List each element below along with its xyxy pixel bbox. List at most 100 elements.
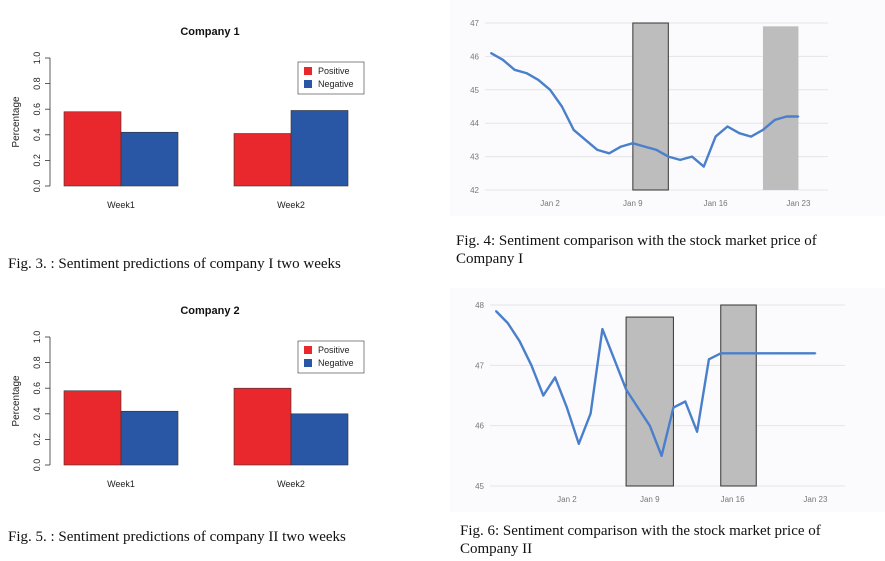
price-point: [773, 118, 776, 121]
price-point: [667, 155, 670, 158]
price-point: [495, 310, 497, 312]
legend-label-negative: Negative: [318, 79, 354, 89]
price-point: [518, 340, 521, 343]
x-tick-label: Jan 23: [786, 199, 811, 208]
price-point: [726, 125, 729, 128]
y-tick-label: 0.8: [32, 77, 42, 90]
highlight-region-2: [720, 304, 757, 487]
price-point: [637, 406, 639, 409]
price-point: [613, 358, 616, 361]
price-point: [719, 352, 722, 355]
price-point: [743, 352, 746, 355]
y-tick-label: 0.6: [32, 103, 42, 116]
price-point: [596, 149, 599, 151]
price-point: [501, 58, 504, 61]
price-point: [679, 159, 682, 161]
y-axis-label: Percentage: [11, 96, 22, 148]
y-tick-label: 45: [475, 482, 484, 491]
price-point: [779, 352, 781, 355]
price-point: [643, 145, 646, 148]
y-tick-label: 44: [470, 119, 479, 128]
x-tick-label: Week1: [107, 479, 135, 489]
price-point: [684, 400, 687, 403]
price-point: [490, 52, 492, 54]
price-point: [631, 142, 634, 145]
x-tick-label: Week1: [107, 200, 135, 210]
legend-label-positive: Positive: [318, 66, 350, 76]
y-axis-label: Percentage: [11, 375, 22, 427]
y-tick-label: 0.2: [32, 154, 42, 167]
legend-swatch-negative: [304, 80, 312, 88]
legend-box: [297, 61, 365, 95]
y-tick-label: 42: [470, 186, 479, 195]
price-point: [601, 328, 604, 331]
caption-fig6: Fig. 6: Sentiment comparison with the st…: [460, 523, 821, 557]
chart-title: Company 2: [180, 305, 239, 317]
price-point: [672, 406, 675, 409]
price-point: [738, 132, 741, 135]
price-point: [702, 165, 705, 168]
chart-stock-company-2: 45 46 47 48 Jan 2 Jan 9 Jan 16 Jan 23: [450, 288, 885, 512]
price-point: [714, 135, 717, 138]
x-tick-label: Jan 9: [640, 495, 660, 504]
y-tick-label: 47: [475, 361, 484, 370]
price-point: [566, 406, 568, 409]
bar-negative-week2: [290, 110, 349, 187]
price-point: [554, 376, 556, 379]
price-point: [584, 139, 587, 141]
bar-positive-week1: [63, 390, 122, 466]
y-tick-label: 1.0: [32, 52, 42, 65]
x-tick-label: Week2: [277, 479, 305, 489]
bar-positive-week2: [233, 387, 292, 466]
y-tick-label: 0.2: [32, 433, 42, 446]
price-point: [577, 442, 580, 445]
price-line: [495, 310, 816, 457]
y-tick-label: 0.4: [32, 129, 42, 142]
price-point: [589, 412, 592, 415]
y-tick-label: 0.8: [32, 356, 42, 369]
y-tick-label: 46: [470, 52, 479, 61]
chart-stock-company-1: 42 43 44 45 46 47 Jan 2 Jan 9 Jan 16 Jan 23: [450, 0, 885, 216]
price-point: [625, 388, 627, 391]
price-point: [655, 149, 658, 151]
y-tick-label: 0.4: [32, 408, 42, 421]
price-point: [660, 454, 663, 457]
x-tick-label: Jan 16: [704, 199, 729, 208]
y-tick-label: 1.0: [32, 331, 42, 344]
caption-fig3: Fig. 3. : Sentiment predictions of compa…: [8, 256, 341, 272]
price-point: [513, 68, 516, 71]
legend-swatch-positive: [304, 67, 312, 75]
price-point: [767, 352, 769, 355]
chart-title: Company 1: [180, 26, 239, 38]
y-tick-label: 43: [470, 153, 479, 162]
chart-company-2: Company 2 0.0 0.2 0.4 0.6 0.8 1.0 Percentage Wee…: [11, 305, 365, 489]
x-tick-label: Week2: [277, 200, 305, 210]
x-tick-label: Jan 23: [803, 495, 828, 504]
price-point: [708, 358, 710, 361]
price-point: [814, 352, 817, 355]
price-point: [797, 115, 800, 118]
caption-fig5: Fig. 5. : Sentiment predictions of compa…: [8, 529, 346, 545]
price-point: [620, 145, 622, 148]
highlight-region-1: [632, 22, 669, 191]
bar-positive-week2: [233, 133, 292, 187]
price-point: [785, 115, 788, 118]
x-tick-label: Jan 2: [557, 495, 577, 504]
legend-swatch-positive: [304, 346, 312, 354]
legend-swatch-negative: [304, 359, 312, 367]
y-tick-label: 46: [475, 422, 484, 431]
bar-positive-week1: [63, 111, 122, 187]
price-point: [762, 128, 764, 131]
bar-negative-week1: [120, 410, 179, 466]
price-point: [608, 152, 611, 155]
price-point: [691, 155, 693, 158]
bar-negative-week1: [120, 131, 179, 187]
bar-negative-week2: [290, 413, 349, 466]
price-point: [696, 430, 698, 433]
price-point: [560, 105, 563, 108]
price-point: [731, 352, 734, 355]
x-tick-label: Jan 2: [540, 199, 560, 208]
price-point: [506, 322, 509, 324]
price-point: [537, 78, 540, 81]
caption-fig4: Fig. 4: Sentiment comparison with the st…: [456, 233, 817, 267]
